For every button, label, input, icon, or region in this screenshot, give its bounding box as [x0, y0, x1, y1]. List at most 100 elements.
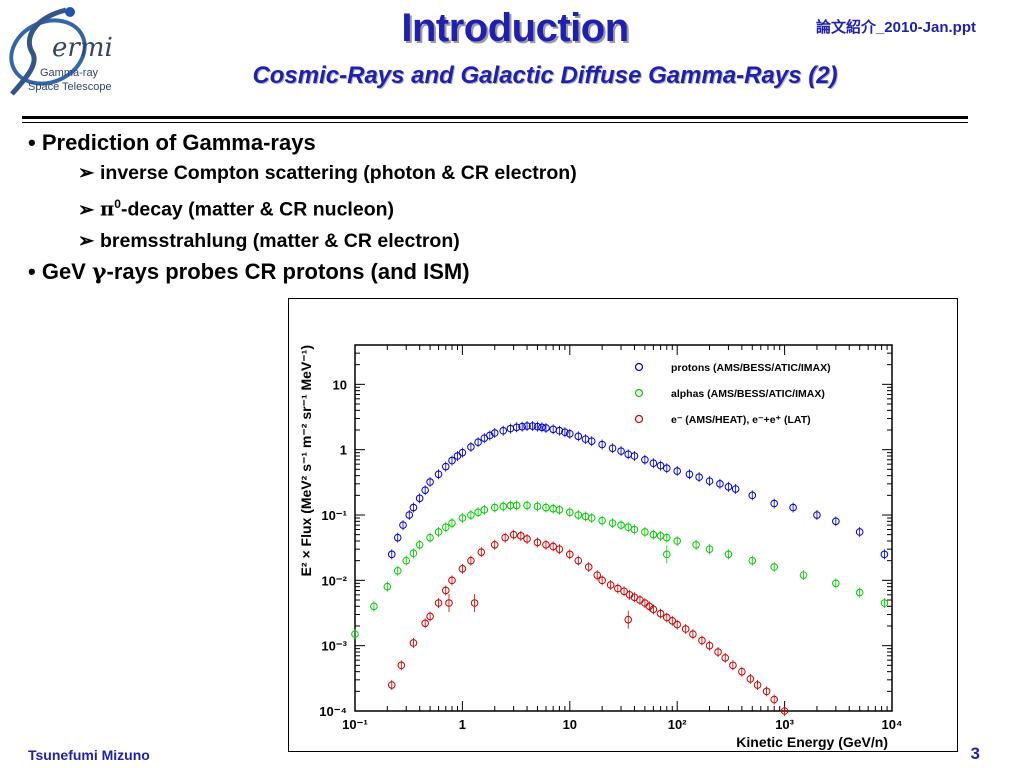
y-tick-label: 10⁻⁴ — [319, 704, 347, 719]
legend-marker — [634, 388, 644, 398]
proton-point — [490, 429, 499, 437]
alpha-point — [748, 556, 757, 565]
alpha-point — [458, 514, 467, 522]
proton-point — [426, 478, 434, 486]
alpha-point — [799, 571, 808, 579]
proton-point — [434, 470, 443, 479]
proton-point — [512, 423, 521, 432]
electron-point — [409, 639, 418, 647]
electron-point — [668, 617, 677, 625]
proton-point — [415, 494, 424, 503]
alpha-point — [467, 511, 475, 519]
electron-point — [770, 695, 778, 704]
sub-bullet-2: ➢ π0-decay (matter & CR nucleon) — [28, 189, 788, 226]
alpha-point — [393, 566, 402, 575]
x-tick-label: 10⁻¹ — [342, 717, 368, 732]
electron-point — [387, 681, 396, 689]
proton-point — [474, 438, 482, 447]
proton-point — [555, 426, 564, 435]
proton-point — [705, 477, 714, 485]
electron-point — [533, 538, 542, 547]
electron-point — [490, 540, 499, 549]
y-axis-title: E² × Flux (MeV² s⁻¹ m⁻² sr⁻¹ MeV⁻¹) — [298, 345, 314, 576]
proton-point — [789, 503, 797, 512]
alpha-point — [555, 506, 564, 514]
electron-point — [584, 563, 593, 571]
alpha-point — [574, 511, 583, 519]
alpha-point — [448, 519, 456, 527]
proton-point — [566, 429, 574, 438]
electron-point — [566, 550, 574, 559]
electron-point — [555, 545, 564, 553]
proton-point — [716, 480, 724, 488]
electron-point — [448, 576, 456, 585]
y-tick-label: 10⁻² — [321, 573, 347, 588]
y-tick-label: 10⁻³ — [321, 639, 347, 654]
proton-point — [598, 440, 606, 449]
alpha-point — [434, 528, 443, 536]
x-axis-title: Kinetic Energy (GeV/n) — [736, 734, 888, 750]
sub-bullet-1: ➢ inverse Compton scattering (photon & CR… — [28, 158, 788, 189]
proton-point — [393, 533, 402, 542]
alpha-point — [641, 528, 649, 536]
alpha-point — [630, 525, 639, 534]
legend-marker — [634, 414, 644, 424]
bullet-1-text: Prediction of Gamma-rays — [41, 130, 316, 155]
proton-point — [587, 437, 596, 445]
proton-point — [399, 521, 407, 529]
electron-point — [501, 533, 509, 542]
proton-point — [608, 444, 617, 453]
sub-bullet-1-text: inverse Compton scattering (photon & CR … — [100, 162, 577, 184]
plot-area-frame — [354, 344, 893, 712]
proton-point — [518, 422, 526, 431]
electron-point — [746, 675, 755, 683]
electron-point — [517, 532, 525, 540]
proton-point — [630, 452, 639, 460]
alpha-point — [649, 530, 658, 539]
bullet-2-pre: GeV — [41, 258, 92, 284]
electron-point — [523, 535, 531, 543]
proton-point — [523, 422, 531, 430]
alpha-point — [409, 549, 418, 558]
electron-point — [445, 599, 453, 607]
electron-point — [649, 605, 658, 614]
proton-point — [855, 528, 864, 536]
sub-bullet-3: ➢ bremsstrahlung (matter & CR electron) — [28, 226, 788, 257]
electron-point — [421, 619, 429, 628]
alpha-point — [383, 582, 392, 591]
slide-subtitle: Cosmic-Rays and Galactic Diffuse Gamma-R… — [252, 62, 838, 89]
alpha-point — [512, 501, 521, 510]
alpha-point — [855, 588, 864, 597]
proton-point — [673, 467, 682, 475]
proton-point — [409, 503, 418, 512]
proton-point — [748, 491, 757, 500]
electron-point — [574, 556, 583, 565]
arrow-bullet-icon: ➢ — [78, 198, 95, 221]
logo-line1: Gamma-ray — [40, 67, 99, 79]
alpha-point — [441, 523, 450, 532]
x-tick-label: 10 — [563, 717, 577, 732]
proton-point — [617, 447, 625, 455]
proton-point — [880, 550, 889, 559]
electron-point — [705, 641, 714, 650]
alpha-point — [705, 545, 714, 553]
legend-marker — [634, 362, 644, 372]
electron-point — [656, 609, 665, 618]
y-tick-label: 1 — [340, 443, 347, 458]
alpha-point — [480, 506, 489, 514]
title-rule-thick — [22, 116, 968, 119]
proton-point — [685, 470, 694, 479]
alpha-point — [724, 550, 733, 559]
arrow-bullet-icon: ➢ — [78, 162, 95, 184]
arrow-bullet-icon: ➢ — [78, 229, 95, 252]
electron-point — [426, 612, 434, 621]
y-tick-label: 10⁻¹ — [321, 508, 347, 523]
alpha-point — [370, 602, 378, 611]
legend-label: protons (AMS/BESS/ATIC/IMAX) — [671, 362, 831, 374]
electron-point — [762, 687, 771, 696]
logo-brand: ermi — [52, 33, 113, 63]
gamma-symbol: γ — [91, 258, 107, 285]
proton-point — [695, 473, 703, 481]
alpha-point — [351, 630, 359, 638]
proton-point — [574, 432, 583, 441]
